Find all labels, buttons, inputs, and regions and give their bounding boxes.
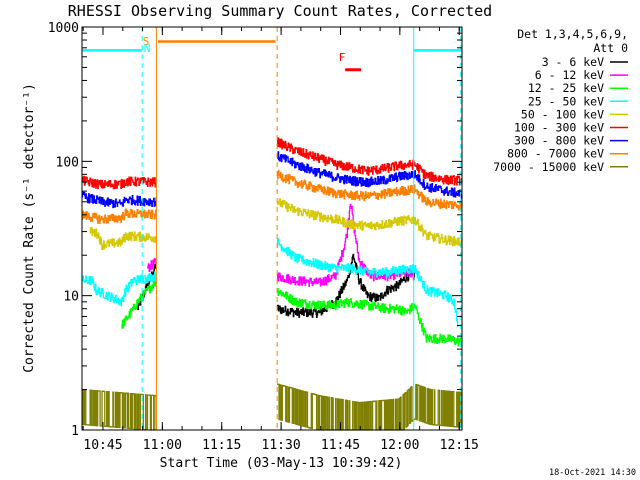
series-line <box>81 238 459 328</box>
x-tick-label: 11:30 <box>262 438 301 453</box>
chart-title: RHESSI Observing Summary Count Rates, Co… <box>68 2 492 20</box>
y-tick-label: 1 <box>71 424 79 439</box>
legend-label: 800 - 7000 keV <box>507 147 604 161</box>
legend-label: 100 - 300 keV <box>514 121 604 135</box>
x-tick-label: 10:45 <box>83 438 122 453</box>
series-line <box>81 137 463 190</box>
x-tick-label: 11:45 <box>321 438 360 453</box>
series-line <box>81 151 463 209</box>
series-line <box>89 198 463 251</box>
legend-label: 7000 - 15000 keV <box>493 160 604 174</box>
series-layer <box>81 137 463 431</box>
timestamp: 18-Oct-2021 14:30 <box>549 468 636 478</box>
x-tick-label: 11:15 <box>202 438 241 453</box>
y-axis-label: Corrected Count Rate (s⁻¹ detector⁻¹) <box>22 83 37 373</box>
legend-header-line-1: Det 1,3,4,5,6,9, <box>517 27 628 41</box>
x-tick-label: 12:00 <box>380 438 419 453</box>
x-tick-label: 12:15 <box>440 438 479 453</box>
legend-label: 50 - 100 keV <box>521 107 604 121</box>
series-line <box>81 169 463 224</box>
legend-label: 12 - 25 keV <box>528 81 604 95</box>
x-axis: 10:45 11:00 11:15 11:30 11:45 12:00 12:15 <box>82 27 479 453</box>
series-line <box>147 203 416 287</box>
series-line <box>81 383 463 431</box>
legend-header-line-2: Att 0 <box>593 41 628 55</box>
series-line <box>121 278 463 347</box>
x-tick-label: 11:00 <box>143 438 182 453</box>
flare-marker-label: F <box>339 51 346 64</box>
plot-frame <box>81 26 463 431</box>
state-lines <box>82 40 462 72</box>
y-tick-label: 100 <box>56 155 79 170</box>
saa-marker-label: S <box>143 35 150 48</box>
y-axis: 1 10 100 1000 <box>48 21 462 439</box>
night-marker-label: N <box>144 42 151 55</box>
legend-label: 25 - 50 keV <box>528 94 604 108</box>
y-tick-label: 1000 <box>48 21 79 36</box>
x-axis-label: Start Time (03-May-13 10:39:42) <box>160 456 403 471</box>
legend-label: 300 - 800 keV <box>514 134 604 148</box>
legend-label: 6 - 12 keV <box>535 68 604 82</box>
legend-label: 3 - 6 keV <box>542 55 604 69</box>
interval-boundaries <box>141 27 462 430</box>
y-tick-label: 10 <box>63 290 79 305</box>
